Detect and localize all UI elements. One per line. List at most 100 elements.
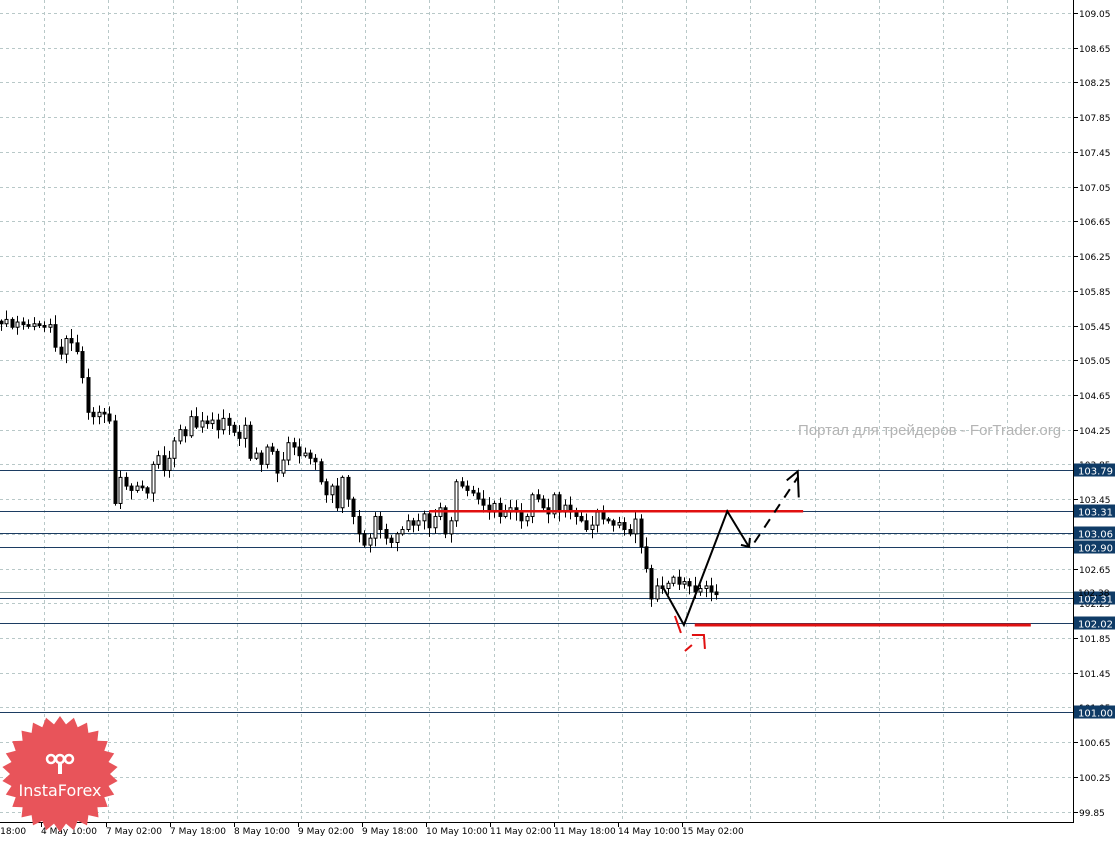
price-level-lines bbox=[0, 470, 1074, 713]
x-tick-label: 15 May 02:00 bbox=[682, 827, 744, 837]
price-level-label: 102.90 bbox=[1078, 544, 1113, 555]
y-tick-label: 109.05 bbox=[1079, 10, 1111, 20]
candle bbox=[248, 421, 253, 461]
candle bbox=[639, 514, 644, 554]
candle bbox=[227, 413, 232, 435]
candle bbox=[221, 409, 226, 435]
candle bbox=[200, 412, 205, 433]
candle bbox=[671, 575, 676, 587]
candle bbox=[481, 490, 486, 513]
candle bbox=[32, 317, 37, 331]
candle bbox=[194, 407, 199, 430]
trade-annotations bbox=[429, 469, 1031, 652]
candle bbox=[536, 489, 541, 503]
candle bbox=[395, 531, 400, 552]
x-tick-label: 8 May 10:00 bbox=[234, 827, 290, 837]
logo-text: InstaForex bbox=[19, 781, 102, 800]
candle bbox=[270, 442, 275, 455]
reversal-mark bbox=[673, 615, 706, 652]
candle bbox=[606, 516, 611, 524]
candle bbox=[687, 578, 692, 595]
candle bbox=[368, 533, 373, 553]
candle bbox=[649, 564, 654, 607]
y-tick-label: 101.85 bbox=[1079, 635, 1111, 645]
y-tick-label: 105.45 bbox=[1079, 323, 1111, 333]
candle bbox=[416, 513, 421, 531]
y-tick-label: 107.45 bbox=[1079, 149, 1111, 159]
candle bbox=[172, 436, 177, 468]
candle bbox=[335, 478, 340, 512]
candle bbox=[704, 580, 709, 598]
price-level-tag bbox=[1074, 540, 1115, 554]
y-tick-label: 104.25 bbox=[1079, 427, 1111, 437]
price-level-tag bbox=[1074, 591, 1115, 605]
y-tick-label: 104.65 bbox=[1079, 392, 1111, 402]
projection-arrow-head bbox=[740, 537, 751, 549]
candle bbox=[107, 406, 112, 424]
candle bbox=[80, 346, 85, 384]
candle bbox=[373, 512, 378, 547]
candle bbox=[118, 470, 123, 510]
price-level-label: 103.79 bbox=[1078, 467, 1113, 478]
projection-path bbox=[661, 508, 750, 628]
price-level-tag bbox=[1074, 463, 1115, 477]
x-tick-label: 11 May 18:00 bbox=[554, 827, 616, 837]
candle bbox=[422, 510, 427, 530]
candle bbox=[644, 537, 649, 573]
candle bbox=[48, 318, 53, 333]
candle bbox=[427, 511, 432, 537]
candle bbox=[162, 446, 167, 477]
price-level-label: 101.00 bbox=[1078, 709, 1113, 720]
candle bbox=[541, 495, 546, 513]
candle bbox=[135, 481, 140, 493]
time-axis: y 18:00 4 May 10:00 7 May 02:00 7 May 18:00… bbox=[0, 822, 1074, 837]
x-tick-label: 10 May 10:00 bbox=[426, 827, 488, 837]
candle bbox=[584, 513, 589, 532]
candle bbox=[26, 319, 31, 329]
candle bbox=[232, 421, 237, 437]
y-tick-label: 108.65 bbox=[1079, 45, 1111, 55]
y-tick-label: 100.65 bbox=[1079, 739, 1111, 749]
candle bbox=[156, 450, 161, 469]
candle bbox=[124, 472, 129, 490]
candle bbox=[611, 518, 616, 532]
candle bbox=[400, 526, 405, 536]
candle bbox=[406, 514, 411, 532]
price-level-label: 102.31 bbox=[1078, 595, 1113, 606]
candle bbox=[237, 425, 242, 447]
x-tick-label: 7 May 18:00 bbox=[170, 827, 226, 837]
candle bbox=[552, 492, 557, 519]
candle bbox=[167, 450, 172, 478]
candle bbox=[292, 437, 297, 456]
candle bbox=[75, 334, 80, 355]
y-tick-label: 101.45 bbox=[1079, 670, 1111, 680]
candle bbox=[86, 368, 91, 420]
x-tick-label: 14 May 10:00 bbox=[618, 827, 680, 837]
candle bbox=[189, 410, 194, 438]
candle bbox=[42, 321, 47, 332]
candle bbox=[378, 511, 383, 539]
candle bbox=[384, 523, 389, 545]
y-tick-label: 107.85 bbox=[1079, 114, 1111, 124]
candle bbox=[677, 569, 682, 590]
price-level-tag bbox=[1074, 616, 1115, 630]
candle bbox=[319, 458, 324, 485]
candle bbox=[590, 516, 595, 539]
candle bbox=[297, 438, 302, 464]
x-tick-label: 4 May 10:00 bbox=[41, 827, 97, 837]
candle bbox=[411, 517, 416, 533]
price-level-tag bbox=[1074, 705, 1115, 719]
candle bbox=[362, 530, 367, 548]
candle bbox=[64, 335, 69, 364]
logo-emblem-icon bbox=[45, 753, 75, 774]
candle bbox=[530, 492, 535, 524]
candle bbox=[330, 483, 335, 503]
candle bbox=[275, 448, 280, 483]
x-tick-label: 7 May 02:00 bbox=[106, 827, 162, 837]
candle bbox=[37, 320, 42, 328]
candle bbox=[151, 461, 156, 502]
candle bbox=[633, 510, 638, 544]
candle bbox=[460, 477, 465, 489]
